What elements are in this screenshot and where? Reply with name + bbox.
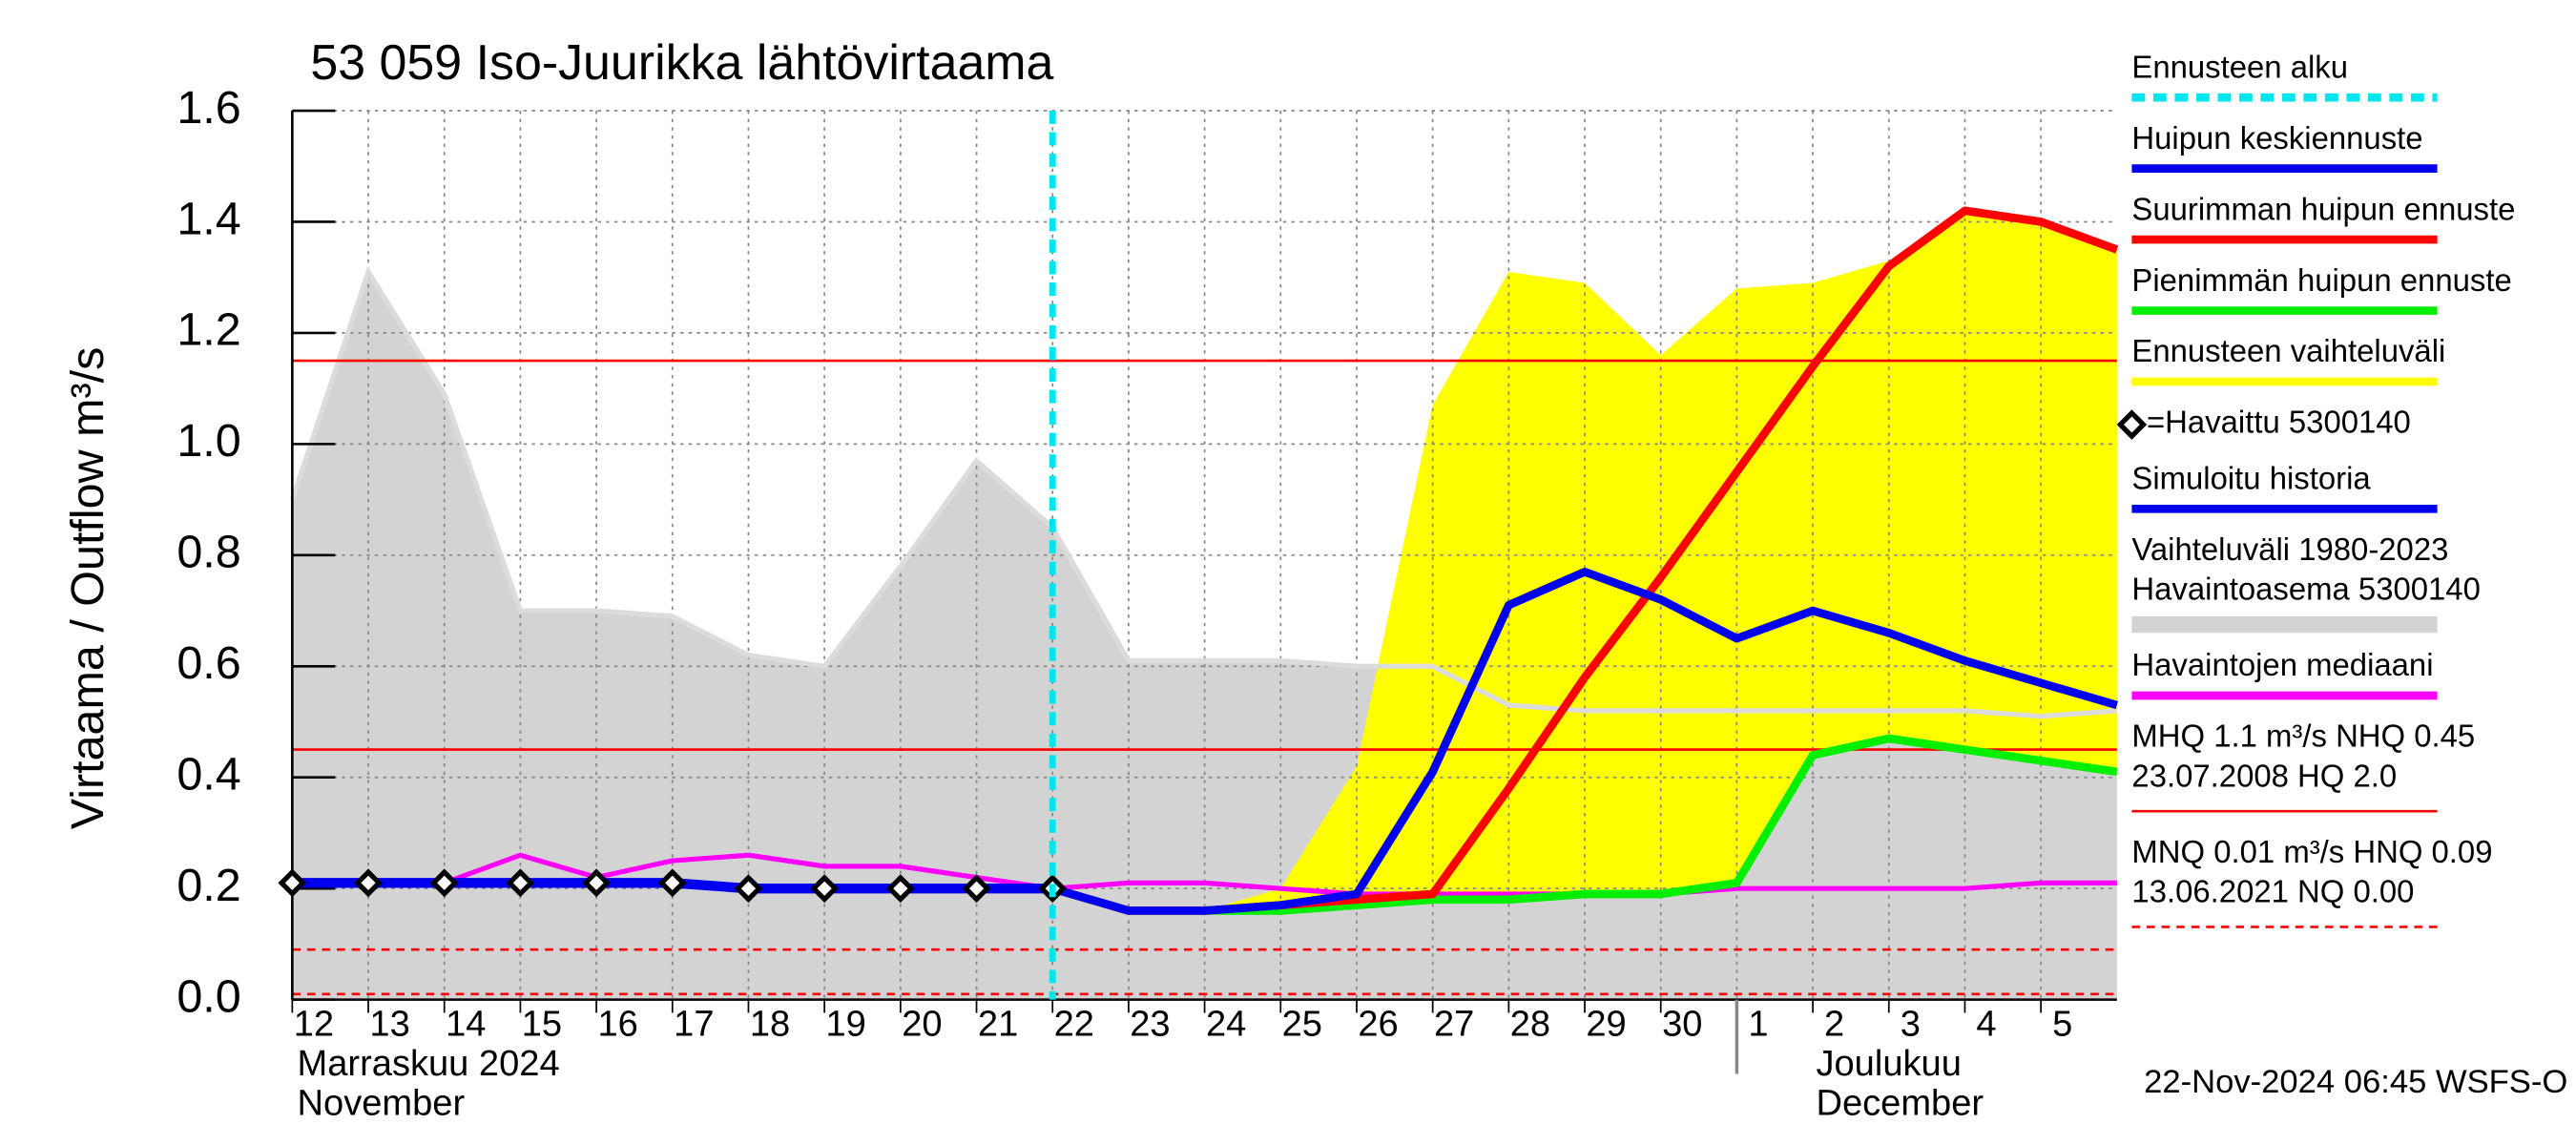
legend-label: =Havaittu 5300140 — [2147, 405, 2411, 440]
observed-point — [354, 868, 383, 898]
x-tick-label: 25 — [1282, 1004, 1322, 1044]
legend-label: 13.06.2021 NQ 0.00 — [2131, 873, 2414, 908]
x-tick-label: 24 — [1206, 1004, 1246, 1044]
y-tick-label: 1.0 — [177, 415, 240, 467]
x-tick-label: 29 — [1586, 1004, 1626, 1044]
x-tick-label: 3 — [1901, 1004, 1921, 1044]
legend-label: MHQ 1.1 m³/s NHQ 0.45 — [2131, 718, 2475, 754]
x-tick-label: 21 — [978, 1004, 1018, 1044]
x-tick-label: 1 — [1748, 1004, 1768, 1044]
x-tick-label: 22 — [1054, 1004, 1094, 1044]
legend-label: Pienimmän huipun ennuste — [2131, 262, 2511, 298]
x-tick-label: 4 — [1976, 1004, 1996, 1044]
x-tick-label: 18 — [750, 1004, 790, 1044]
observed-point — [506, 868, 535, 898]
series-line — [1051, 567, 2119, 915]
band-edge — [289, 265, 2118, 719]
x-tick-label: 27 — [1434, 1004, 1474, 1044]
y-tick-label: 1.2 — [177, 304, 240, 356]
legend-label: Suurimman huipun ennuste — [2131, 191, 2515, 226]
chart-title: 53 059 Iso-Juurikka lähtövirtaama — [310, 35, 1053, 91]
x-tick-label: 28 — [1510, 1004, 1550, 1044]
y-tick-label: 1.6 — [177, 82, 240, 134]
month-label: December — [1816, 1083, 1984, 1123]
x-tick-label: 19 — [826, 1004, 866, 1044]
legend-label: Simuloitu historia — [2131, 461, 2371, 496]
x-tick-label: 23 — [1130, 1004, 1170, 1044]
y-tick-label: 0.6 — [177, 637, 240, 689]
x-tick-label: 17 — [674, 1004, 714, 1044]
month-label: Marraskuu 2024 — [298, 1044, 560, 1084]
range-band — [1052, 210, 2117, 911]
x-tick-label: 14 — [446, 1004, 486, 1044]
y-axis-label: Virtaama / Outflow m³/s — [62, 347, 114, 830]
y-tick-label: 1.4 — [177, 193, 240, 244]
legend-symbol — [2116, 409, 2148, 440]
month-label: Joulukuu — [1816, 1044, 1961, 1084]
x-tick-label: 30 — [1662, 1004, 1702, 1044]
observed-point — [582, 868, 612, 898]
x-tick-label: 2 — [1824, 1004, 1844, 1044]
y-tick-label: 0.2 — [177, 860, 240, 911]
month-label: November — [298, 1083, 466, 1123]
footer: 22-Nov-2024 06:45 WSFS-O — [2144, 1064, 2567, 1100]
observed-point — [734, 874, 763, 904]
observed-point — [962, 874, 991, 904]
y-tick-label: 0.8 — [177, 527, 240, 578]
observed-point — [657, 868, 687, 898]
observed-point — [429, 868, 459, 898]
legend-label: Havaintoasema 5300140 — [2131, 572, 2480, 607]
legend-label: Vaihteluväli 1980-2023 — [2131, 531, 2448, 567]
x-tick-label: 15 — [522, 1004, 562, 1044]
observed-point — [885, 874, 915, 904]
x-tick-label: 5 — [2052, 1004, 2072, 1044]
y-tick-label: 0.4 — [177, 749, 240, 801]
observed-point — [810, 874, 840, 904]
legend-label: Ennusteen alku — [2131, 49, 2348, 84]
legend-label: Huipun keskiennuste — [2131, 120, 2422, 156]
y-tick-label: 0.0 — [177, 970, 240, 1022]
legend-label: MNQ 0.01 m³/s HNQ 0.09 — [2131, 834, 2492, 869]
legend-label: Ennusteen vaihteluväli — [2131, 333, 2445, 368]
x-tick-label: 20 — [902, 1004, 942, 1044]
legend-label: 23.07.2008 HQ 2.0 — [2131, 758, 2397, 793]
x-tick-label: 12 — [294, 1004, 334, 1044]
observed-point — [278, 868, 307, 898]
legend-label: Havaintojen mediaani — [2131, 647, 2433, 682]
x-tick-label: 26 — [1358, 1004, 1398, 1044]
x-tick-label: 16 — [597, 1004, 637, 1044]
x-tick-label: 13 — [369, 1004, 409, 1044]
